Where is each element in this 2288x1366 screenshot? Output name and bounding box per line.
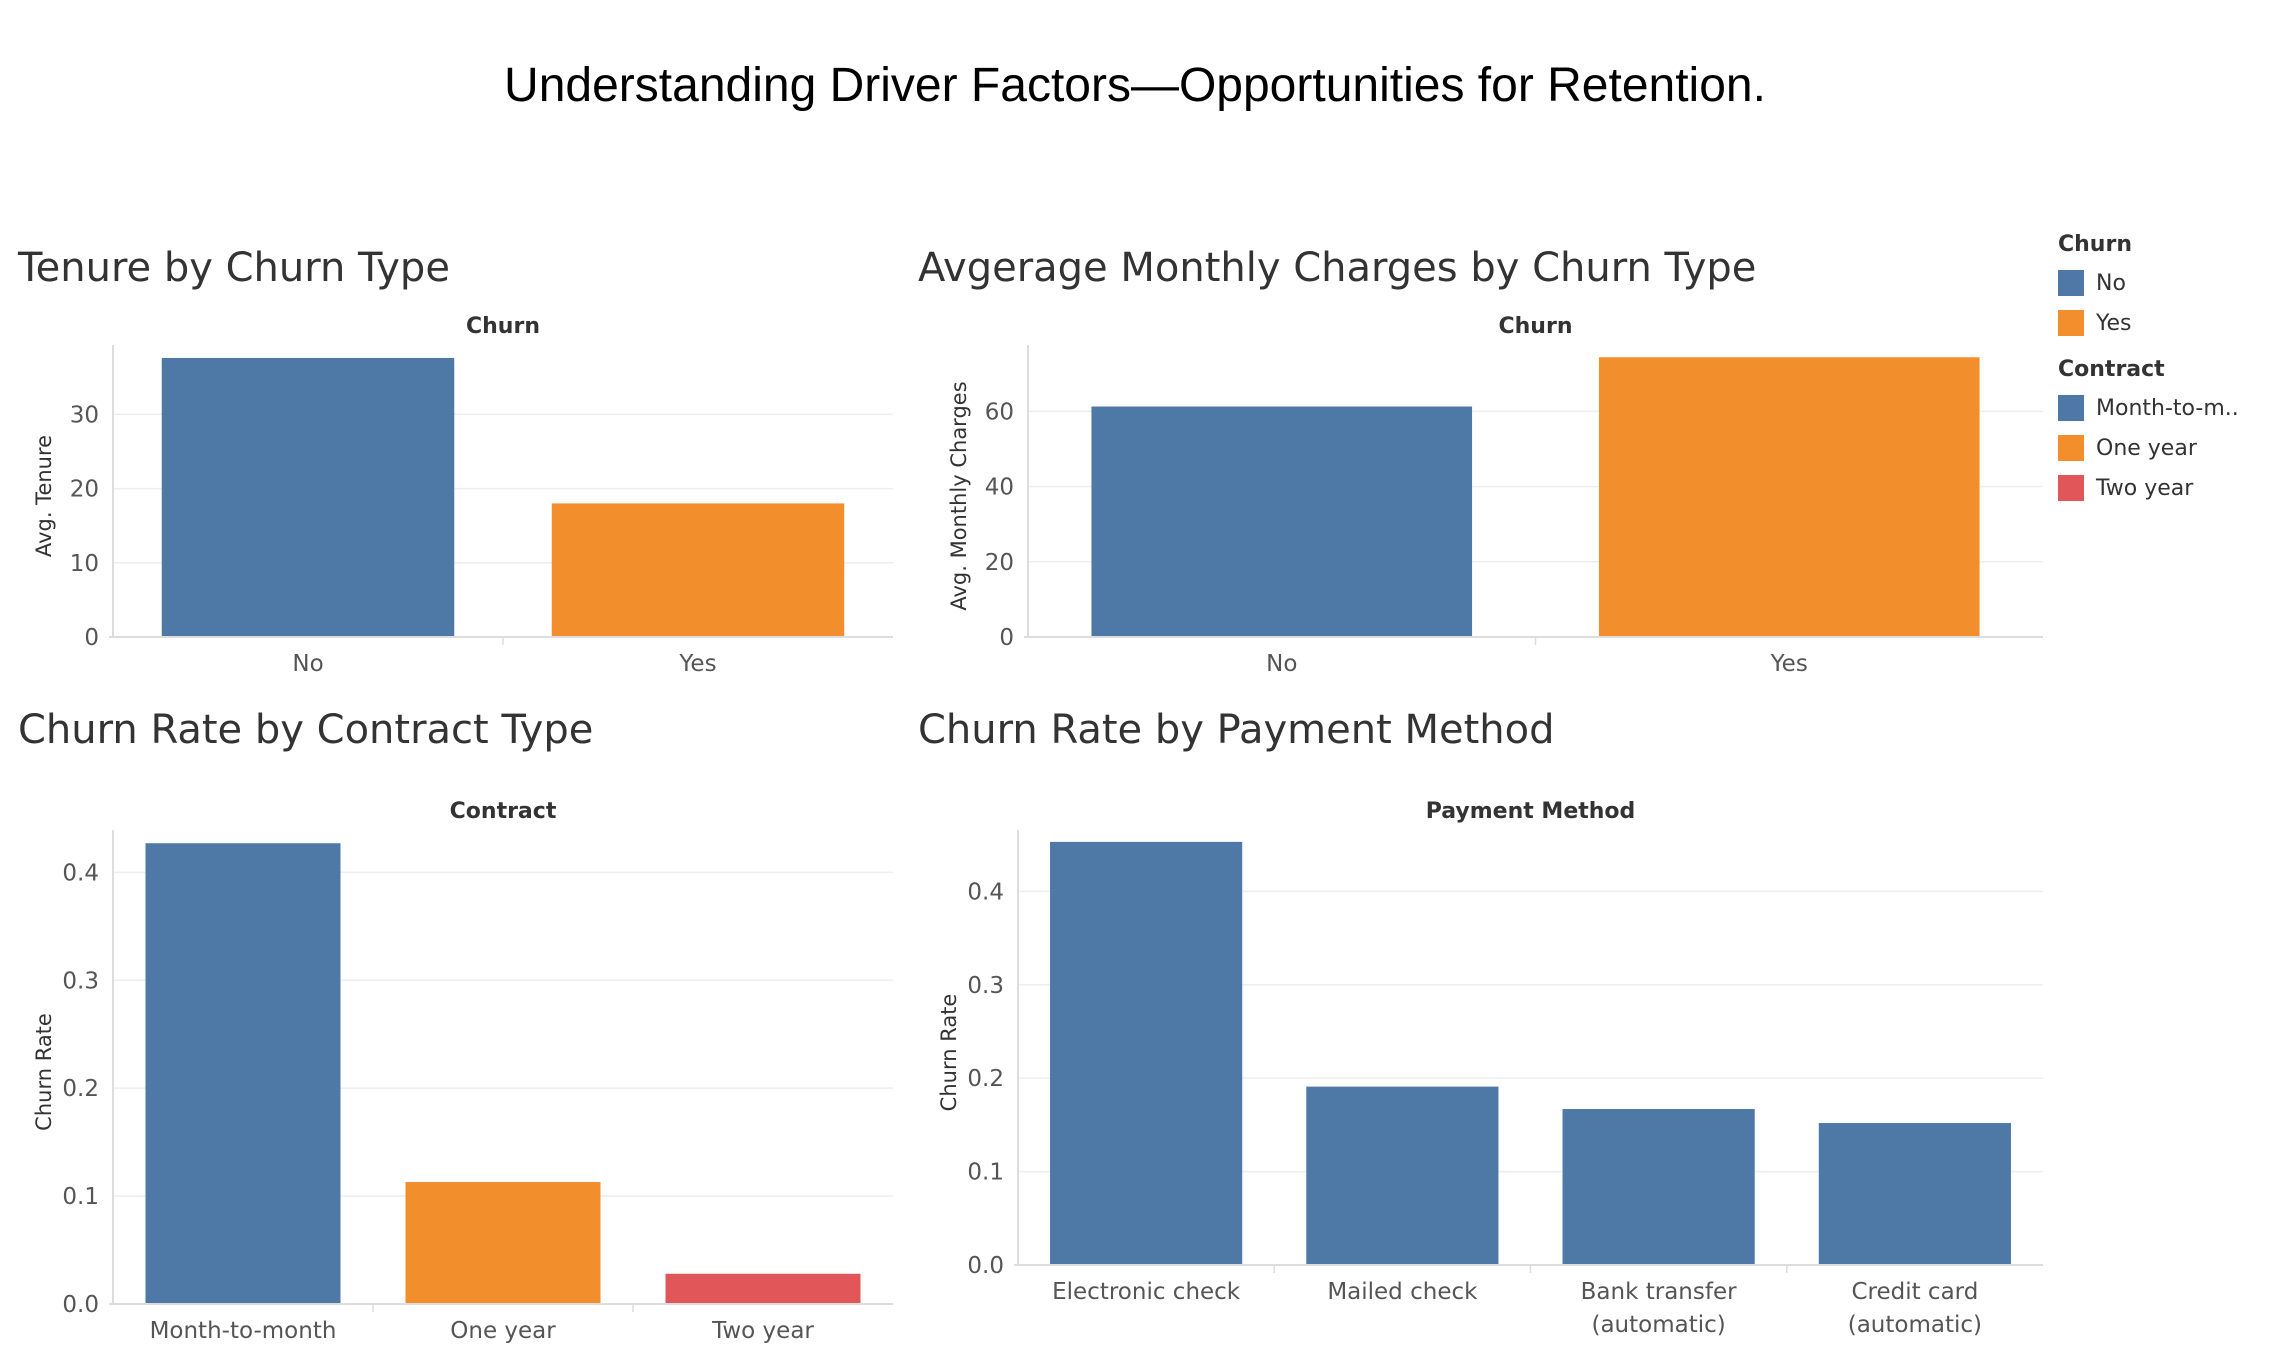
y-axis-label: Churn Rate (937, 994, 961, 1112)
legend-item-one-year[interactable]: One year (2058, 428, 2283, 468)
charges-bar-chart: Churn 0 20 40 60 Avg. Monthly Charges No Yes (947, 314, 2043, 677)
chart-header-label: Churn (1499, 314, 1573, 339)
legend-item-month-to-month[interactable]: Month-to-m.. (2058, 388, 2283, 428)
y-axis-label: Avg. Monthly Charges (947, 381, 971, 610)
x-tick-label: One year (450, 1318, 556, 1344)
legend-label: Month-to-m.. (2096, 395, 2239, 421)
x-tick-label: Mailed check (1327, 1279, 1478, 1305)
legend-item-two-year[interactable]: Two year (2058, 468, 2283, 508)
payment-bar-chart: Payment Method 0.0 0.1 0.2 0.3 0.4 Churn Rate E… (937, 799, 2043, 1338)
chart-header-label: Payment Method (1426, 799, 1636, 824)
legend-contract-title: Contract (2058, 357, 2165, 382)
y-axis-label: Churn Rate (32, 1013, 56, 1131)
legend-label: No (2096, 270, 2126, 296)
bar (1818, 1123, 2011, 1265)
y-tick-label: 0.2 (62, 1076, 99, 1102)
y-tick-label: 0.1 (62, 1184, 99, 1210)
legend-swatch (2058, 435, 2084, 461)
x-tick-label: Month-to-month (150, 1318, 337, 1344)
x-tick-label: (automatic) (1848, 1312, 1982, 1338)
y-tick-label: 60 (985, 399, 1014, 425)
y-axis-label: Avg. Tenure (32, 435, 56, 557)
y-tick-label: 0.2 (967, 1066, 1004, 1092)
tenure-chart-title: Tenure by Churn Type (18, 245, 450, 291)
contract-bar-chart: Contract 0.0 0.1 0.2 0.3 0.4 Churn Rate Month-t… (32, 799, 893, 1344)
contract-chart-panel: Churn Rate by Contract Type Contract 0.0 0… (18, 707, 898, 1357)
bar (1306, 1086, 1499, 1265)
bar (1050, 841, 1243, 1265)
bar (161, 357, 455, 637)
bar (551, 503, 845, 637)
x-tick-label: Yes (678, 651, 716, 677)
bar (1562, 1109, 1755, 1265)
chart-header-label: Contract (450, 799, 557, 824)
tenure-chart-panel: Tenure by Churn Type Churn 0 10 20 30 Avg. Te… (18, 245, 898, 685)
bar (405, 1182, 601, 1304)
dashboard-title: Understanding Driver Factors—Opportuniti… (504, 59, 1766, 112)
bar (1598, 357, 1980, 637)
legend-swatch (2058, 310, 2084, 336)
payment-chart-title: Churn Rate by Payment Method (918, 707, 1555, 753)
contract-chart-title: Churn Rate by Contract Type (18, 707, 594, 753)
legend-contract: Contract Month-to-m.. One year Two year (2058, 357, 2283, 508)
tenure-bar-chart: Churn 0 10 20 30 Avg. Tenure No Yes (32, 314, 893, 677)
legend-swatch (2058, 475, 2084, 501)
y-tick-label: 0.0 (62, 1292, 99, 1318)
y-tick-label: 20 (985, 550, 1014, 576)
y-tick-label: 0.3 (967, 973, 1004, 999)
y-tick-label: 0.3 (62, 968, 99, 994)
x-tick-label: Two year (711, 1318, 814, 1344)
charges-chart-panel: Avgerage Monthly Charges by Churn Type C… (918, 245, 2048, 685)
legend-label: One year (2096, 435, 2197, 461)
x-tick-label: Bank transfer (1581, 1279, 1737, 1305)
bar (665, 1273, 861, 1304)
y-tick-label: 20 (70, 477, 99, 503)
y-tick-label: 10 (70, 551, 99, 577)
x-tick-label: No (292, 651, 323, 677)
y-tick-label: 0.4 (967, 879, 1004, 905)
x-tick-label: (automatic) (1591, 1312, 1725, 1338)
legend-churn-title: Churn (2058, 232, 2132, 257)
bar (145, 843, 341, 1304)
bar (1091, 406, 1473, 637)
legend-swatch (2058, 270, 2084, 296)
y-tick-label: 0 (84, 625, 99, 651)
legend-item-churn-yes[interactable]: Yes (2058, 303, 2283, 343)
legend: Churn No Yes Contract Month-to-m.. One y… (2058, 232, 2283, 522)
legend-swatch (2058, 395, 2084, 421)
chart-header-label: Churn (466, 314, 540, 339)
y-tick-label: 0.0 (967, 1253, 1004, 1279)
y-tick-label: 0.4 (62, 860, 99, 886)
x-tick-label: Credit card (1851, 1279, 1978, 1305)
x-tick-label: Electronic check (1052, 1279, 1241, 1305)
charges-chart-title: Avgerage Monthly Charges by Churn Type (918, 245, 1757, 291)
y-tick-label: 40 (985, 475, 1014, 501)
x-tick-label: Yes (1770, 651, 1808, 677)
legend-label: Yes (2096, 310, 2132, 336)
legend-label: Two year (2096, 475, 2194, 501)
legend-item-churn-no[interactable]: No (2058, 263, 2283, 303)
y-tick-label: 0 (999, 625, 1014, 651)
y-tick-label: 30 (70, 402, 99, 428)
x-tick-label: No (1266, 651, 1297, 677)
payment-chart-panel: Churn Rate by Payment Method Payment Met… (918, 707, 2048, 1357)
legend-churn: Churn No Yes (2058, 232, 2283, 343)
y-tick-label: 0.1 (967, 1160, 1004, 1186)
